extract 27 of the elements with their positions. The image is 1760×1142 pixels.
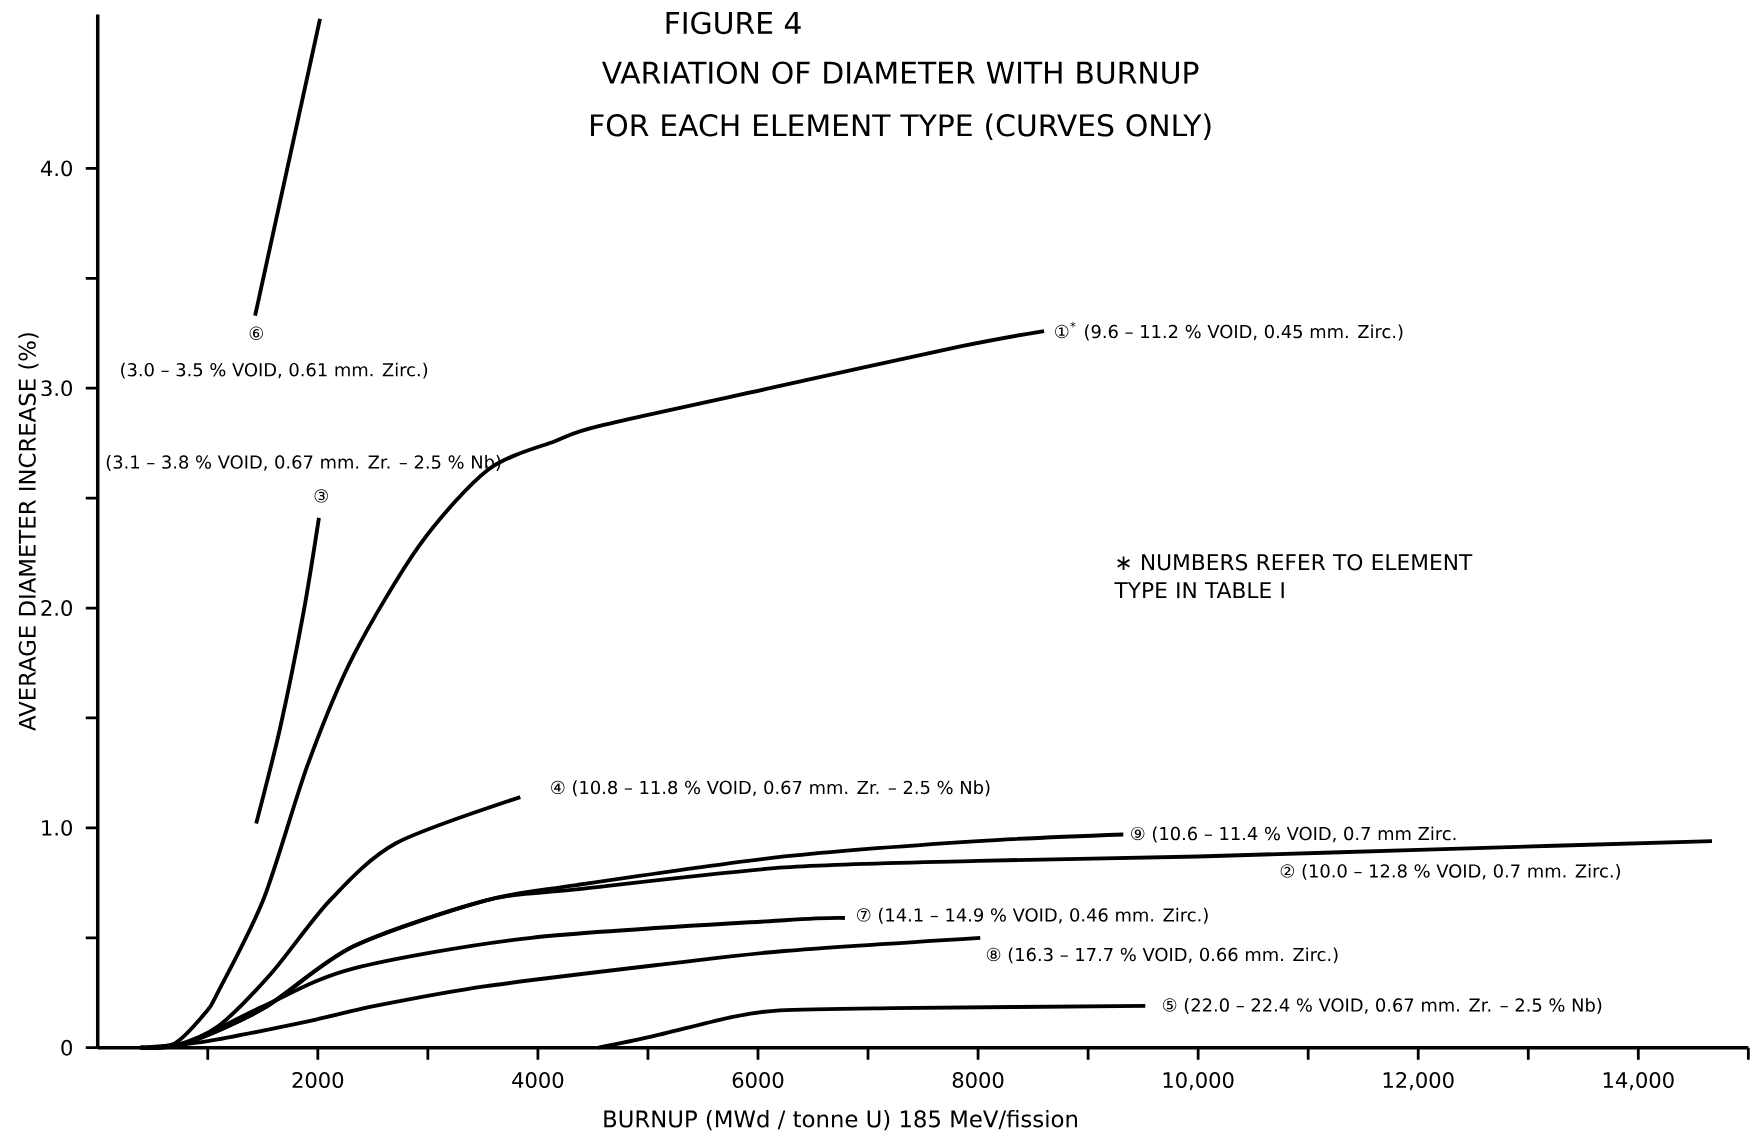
y-tick-label: 4.0 bbox=[40, 160, 72, 177]
x-tick-label: 2000 bbox=[292, 1072, 344, 1088]
x-tick-label: 12,000 bbox=[1383, 1072, 1454, 1091]
y-tick-label: 1.0 bbox=[42, 819, 72, 836]
y-tick-label: 2.0 bbox=[41, 600, 72, 617]
x-tick-label: 4000 bbox=[512, 1072, 564, 1088]
text: VARIATION OF DIAMETER WITH BURNUP FOR EACH ELEMENT TYPE (CURVES ONLY) bbox=[591, 61, 1211, 141]
annotation: ⑤ (22.0 – 22.4 % VOID, 0.67 mm. Zr. – 2.5 % Nb) bbox=[1162, 998, 1602, 1014]
annotation: ⑦ (14.1 – 14.9 % VOID, 0.46 mm. Zirc.) bbox=[857, 907, 1208, 924]
x-tick-label: 10,000 bbox=[1163, 1072, 1234, 1091]
annotation: ⑧ (16.3 – 17.7 % VOID, 0.66 mm. Zirc.) bbox=[986, 947, 1338, 964]
annotation: ∗ NUMBERS REFER TO ELEMENT TYPE IN TABLE I bbox=[1114, 554, 1473, 599]
y-tick-label: 3.0 bbox=[41, 380, 72, 397]
x-tick-label: 6000 bbox=[732, 1072, 784, 1088]
chart-title: FIGURE 4 bbox=[666, 11, 801, 35]
annotation: ⑨ (10.6 – 11.4 % VOID, 0.7 mm Zirc. bbox=[1131, 826, 1456, 843]
y-axis-title: AVERAGE DIAMETER INCREASE (%) bbox=[18, 333, 39, 731]
annotation: (3.0 – 3.5 % VOID, 0.61 mm. Zirc.) bbox=[121, 362, 428, 379]
annotation: ② (10.0 – 12.8 % VOID, 0.7 mm. Zirc.) bbox=[1280, 863, 1621, 880]
annotation: ⑥ bbox=[249, 326, 263, 340]
x-tick-label: 8000 bbox=[952, 1072, 1004, 1088]
y-tick-label: 0 bbox=[61, 1039, 72, 1056]
annotation: ④ (10.8 – 11.8 % VOID, 0.67 mm. Zr. – 2.5 % Nb) bbox=[551, 780, 990, 797]
annotation: ③ bbox=[314, 489, 328, 503]
annotation: ①$^{*}$ (9.6 – 11.2 % VOID, 0.45 mm. Zirc.) bbox=[1055, 321, 1403, 341]
x-axis-title: BURNUP (MWd / tonne U) 185 MeV/fission bbox=[604, 1109, 1077, 1131]
x-tick-label: 14,000 bbox=[1603, 1072, 1674, 1091]
